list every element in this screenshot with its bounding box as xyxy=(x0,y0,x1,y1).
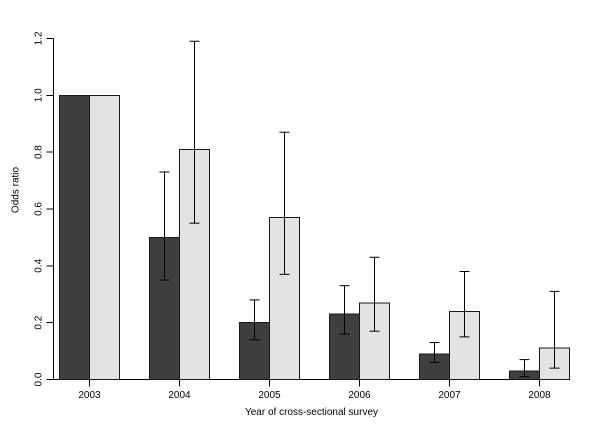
errorbar-2008-light-gray-bars xyxy=(549,290,560,369)
errorbar-2007-light-gray-bars xyxy=(459,270,470,338)
errorbar-2005-dark-gray-bars xyxy=(249,299,260,341)
x-tick-label-2004: 2004 xyxy=(168,390,191,401)
bars-layer xyxy=(59,94,570,381)
y-tick-label-0.2: 0.2 xyxy=(34,315,45,329)
errorbar-2006-dark-gray-bars xyxy=(339,285,350,335)
errorbar-2008-dark-gray-bars xyxy=(519,359,530,378)
bar-2003-dark-gray-bars xyxy=(59,94,90,380)
y-tick-label-1.0: 1.0 xyxy=(34,88,45,102)
y-tick-label-0.6: 0.6 xyxy=(34,202,45,216)
errorbar-2005-light-gray-bars xyxy=(279,131,290,275)
x-tick-label-2007: 2007 xyxy=(438,390,461,401)
y-axis-title: Odds ratio xyxy=(11,166,22,213)
errorbar-2004-dark-gray-bars xyxy=(159,171,170,281)
x-tick-label-2006: 2006 xyxy=(348,390,371,401)
errorbar-2006-light-gray-bars xyxy=(369,256,380,332)
error-bars-layer xyxy=(159,40,560,378)
y-tick-label-0.4: 0.4 xyxy=(34,258,45,272)
x-tick-label-2003: 2003 xyxy=(78,390,101,401)
y-tick-label-0.8: 0.8 xyxy=(34,145,45,159)
errorbar-2004-light-gray-bars xyxy=(189,40,200,224)
x-tick-label-2005: 2005 xyxy=(258,390,281,401)
errorbar-2007-dark-gray-bars xyxy=(429,342,440,363)
x-axis-title: Year of cross-sectional survey xyxy=(245,407,378,418)
tick-label-layer: 0.0 0.2 0.4 0.6 0.8 1.0 1.2 2003 2004 2005 2006 200… xyxy=(34,31,552,401)
y-tick-label-0.0: 0.0 xyxy=(34,372,45,386)
y-tick-label-1.2: 1.2 xyxy=(34,31,45,45)
x-tick-label-2008: 2008 xyxy=(528,390,551,401)
axes-layer xyxy=(46,37,570,387)
bar-2003-light-gray-bars xyxy=(89,94,120,380)
